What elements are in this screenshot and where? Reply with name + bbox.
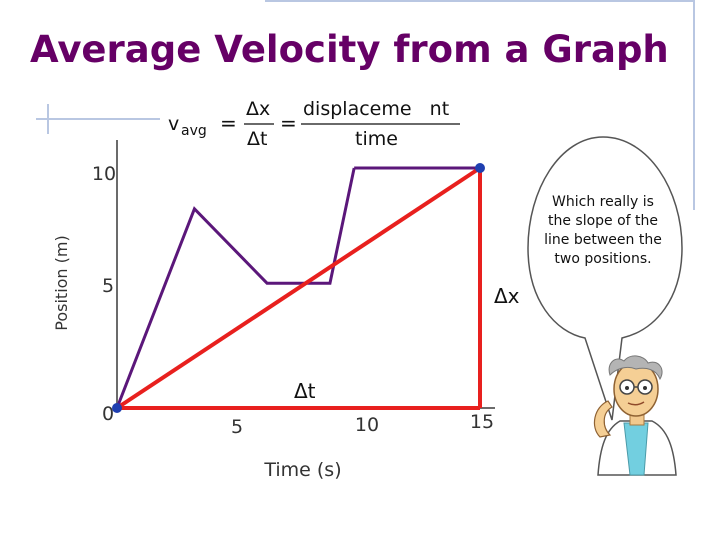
y-tick-label-10: 10	[92, 163, 116, 185]
end-point	[475, 163, 485, 173]
formula-avg: avg	[181, 123, 207, 139]
decorative-right-line	[693, 0, 695, 210]
position-path-line	[115, 167, 356, 409]
formula-equals-2: =	[280, 111, 297, 135]
decorative-vertical-line	[47, 104, 49, 134]
formula-equals-1: =	[220, 111, 237, 135]
x-axis-title: Time (s)	[263, 459, 341, 481]
x-tick-label-15: 15	[470, 411, 494, 433]
y-tick-label-5: 5	[102, 275, 114, 297]
y-axis-title: Position (m)	[52, 235, 71, 330]
formula-dx: Δx	[246, 98, 270, 120]
slope-line	[115, 166, 482, 410]
formula-dt: Δt	[247, 128, 267, 150]
formula-v: v	[168, 113, 179, 135]
velocity-formula: v avg = Δx Δt = displaceme nt time	[168, 98, 460, 150]
scientist-icon	[593, 355, 677, 476]
formula-numerator: displaceme nt	[303, 98, 449, 120]
speech-bubble	[527, 136, 683, 421]
chart-axes	[116, 140, 495, 409]
decorative-horizontal-line	[36, 118, 160, 120]
y-tick-label-0: 0	[102, 403, 114, 425]
decorative-top-line	[265, 0, 695, 2]
formula-denominator: time	[355, 128, 398, 150]
start-point	[112, 403, 122, 413]
delta-t-label: Δt	[294, 379, 316, 403]
speech-bubble-shape	[527, 136, 683, 421]
delta-x-label: Δx	[494, 284, 520, 308]
chart-marks	[112, 163, 485, 413]
speech-bubble-text: Which really is the slope of the line be…	[544, 194, 662, 267]
x-tick-label-5: 5	[231, 416, 243, 438]
x-tick-label-10: 10	[355, 414, 379, 436]
slide-title: Average Velocity from a Graph	[30, 28, 669, 71]
